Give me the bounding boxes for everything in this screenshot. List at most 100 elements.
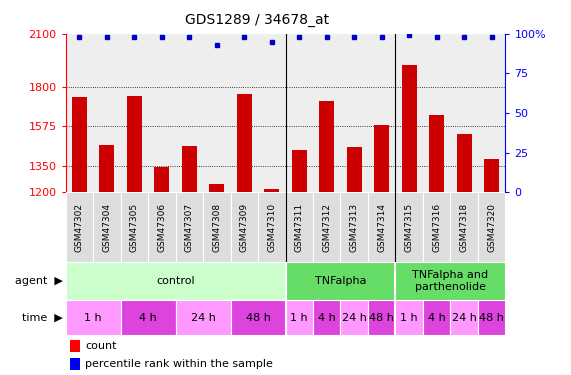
Bar: [319, 100, 334, 192]
Text: GSM47308: GSM47308: [212, 202, 222, 252]
Bar: [66, 192, 93, 262]
Bar: [368, 34, 395, 192]
Text: GSM47307: GSM47307: [185, 202, 194, 252]
Text: GSM47306: GSM47306: [158, 202, 166, 252]
Text: 24 h: 24 h: [452, 313, 477, 322]
Bar: [120, 34, 148, 192]
Bar: [148, 192, 176, 262]
Bar: [340, 192, 368, 262]
Bar: [203, 192, 231, 262]
Text: 24 h: 24 h: [342, 313, 367, 322]
Text: 1 h: 1 h: [291, 313, 308, 322]
Text: 48 h: 48 h: [246, 313, 271, 322]
Bar: [231, 300, 286, 335]
Text: 48 h: 48 h: [369, 313, 394, 322]
Text: GSM47314: GSM47314: [377, 202, 386, 252]
Text: control: control: [156, 276, 195, 286]
Bar: [176, 192, 203, 262]
Text: GSM47311: GSM47311: [295, 202, 304, 252]
Bar: [148, 34, 176, 192]
Bar: [368, 300, 395, 335]
Bar: [286, 262, 395, 300]
Text: GSM47313: GSM47313: [349, 202, 359, 252]
Bar: [429, 115, 444, 192]
Bar: [66, 34, 93, 192]
Bar: [286, 34, 313, 192]
Bar: [93, 34, 120, 192]
Bar: [72, 97, 87, 192]
Bar: [478, 192, 505, 262]
Text: GDS1289 / 34678_at: GDS1289 / 34678_at: [185, 13, 329, 27]
Text: count: count: [86, 341, 117, 351]
Text: TNFalpha: TNFalpha: [315, 276, 366, 286]
Bar: [264, 189, 279, 192]
Bar: [451, 300, 478, 335]
Text: time  ▶: time ▶: [22, 313, 63, 322]
Bar: [395, 192, 423, 262]
Bar: [70, 340, 80, 352]
Bar: [93, 192, 120, 262]
Text: GSM47304: GSM47304: [102, 202, 111, 252]
Bar: [401, 65, 417, 192]
Bar: [478, 300, 505, 335]
Bar: [231, 192, 258, 262]
Text: 24 h: 24 h: [191, 313, 215, 322]
Bar: [368, 192, 395, 262]
Bar: [99, 145, 114, 192]
Text: agent  ▶: agent ▶: [15, 276, 63, 286]
Text: 48 h: 48 h: [479, 313, 504, 322]
Bar: [66, 262, 286, 300]
Bar: [203, 34, 231, 192]
Bar: [313, 300, 340, 335]
Text: 1 h: 1 h: [85, 313, 102, 322]
Bar: [182, 146, 197, 192]
Bar: [120, 300, 176, 335]
Bar: [451, 34, 478, 192]
Text: GSM47320: GSM47320: [487, 202, 496, 252]
Bar: [258, 34, 286, 192]
Bar: [292, 150, 307, 192]
Bar: [209, 184, 224, 192]
Text: GSM47305: GSM47305: [130, 202, 139, 252]
Bar: [484, 159, 499, 192]
Text: TNFalpha and
parthenolide: TNFalpha and parthenolide: [412, 270, 488, 292]
Bar: [258, 192, 286, 262]
Text: percentile rank within the sample: percentile rank within the sample: [86, 359, 274, 369]
Bar: [237, 94, 252, 192]
Text: GSM47309: GSM47309: [240, 202, 249, 252]
Bar: [395, 34, 423, 192]
Bar: [478, 34, 505, 192]
Text: GSM47310: GSM47310: [267, 202, 276, 252]
Bar: [286, 192, 313, 262]
Bar: [340, 34, 368, 192]
Bar: [347, 147, 362, 192]
Bar: [423, 300, 451, 335]
Text: GSM47315: GSM47315: [405, 202, 413, 252]
Bar: [395, 300, 423, 335]
Text: GSM47318: GSM47318: [460, 202, 469, 252]
Bar: [374, 125, 389, 192]
Bar: [457, 134, 472, 192]
Bar: [70, 358, 80, 370]
Text: 1 h: 1 h: [400, 313, 418, 322]
Bar: [395, 262, 505, 300]
Bar: [127, 96, 142, 192]
Bar: [423, 192, 451, 262]
Bar: [176, 34, 203, 192]
Bar: [286, 300, 313, 335]
Bar: [66, 300, 120, 335]
Bar: [313, 34, 340, 192]
Text: GSM47312: GSM47312: [322, 202, 331, 252]
Bar: [423, 34, 451, 192]
Text: 4 h: 4 h: [318, 313, 336, 322]
Bar: [176, 300, 231, 335]
Bar: [451, 192, 478, 262]
Bar: [340, 300, 368, 335]
Text: 4 h: 4 h: [428, 313, 445, 322]
Bar: [231, 34, 258, 192]
Bar: [154, 168, 170, 192]
Text: 4 h: 4 h: [139, 313, 157, 322]
Text: GSM47302: GSM47302: [75, 202, 84, 252]
Text: GSM47316: GSM47316: [432, 202, 441, 252]
Bar: [313, 192, 340, 262]
